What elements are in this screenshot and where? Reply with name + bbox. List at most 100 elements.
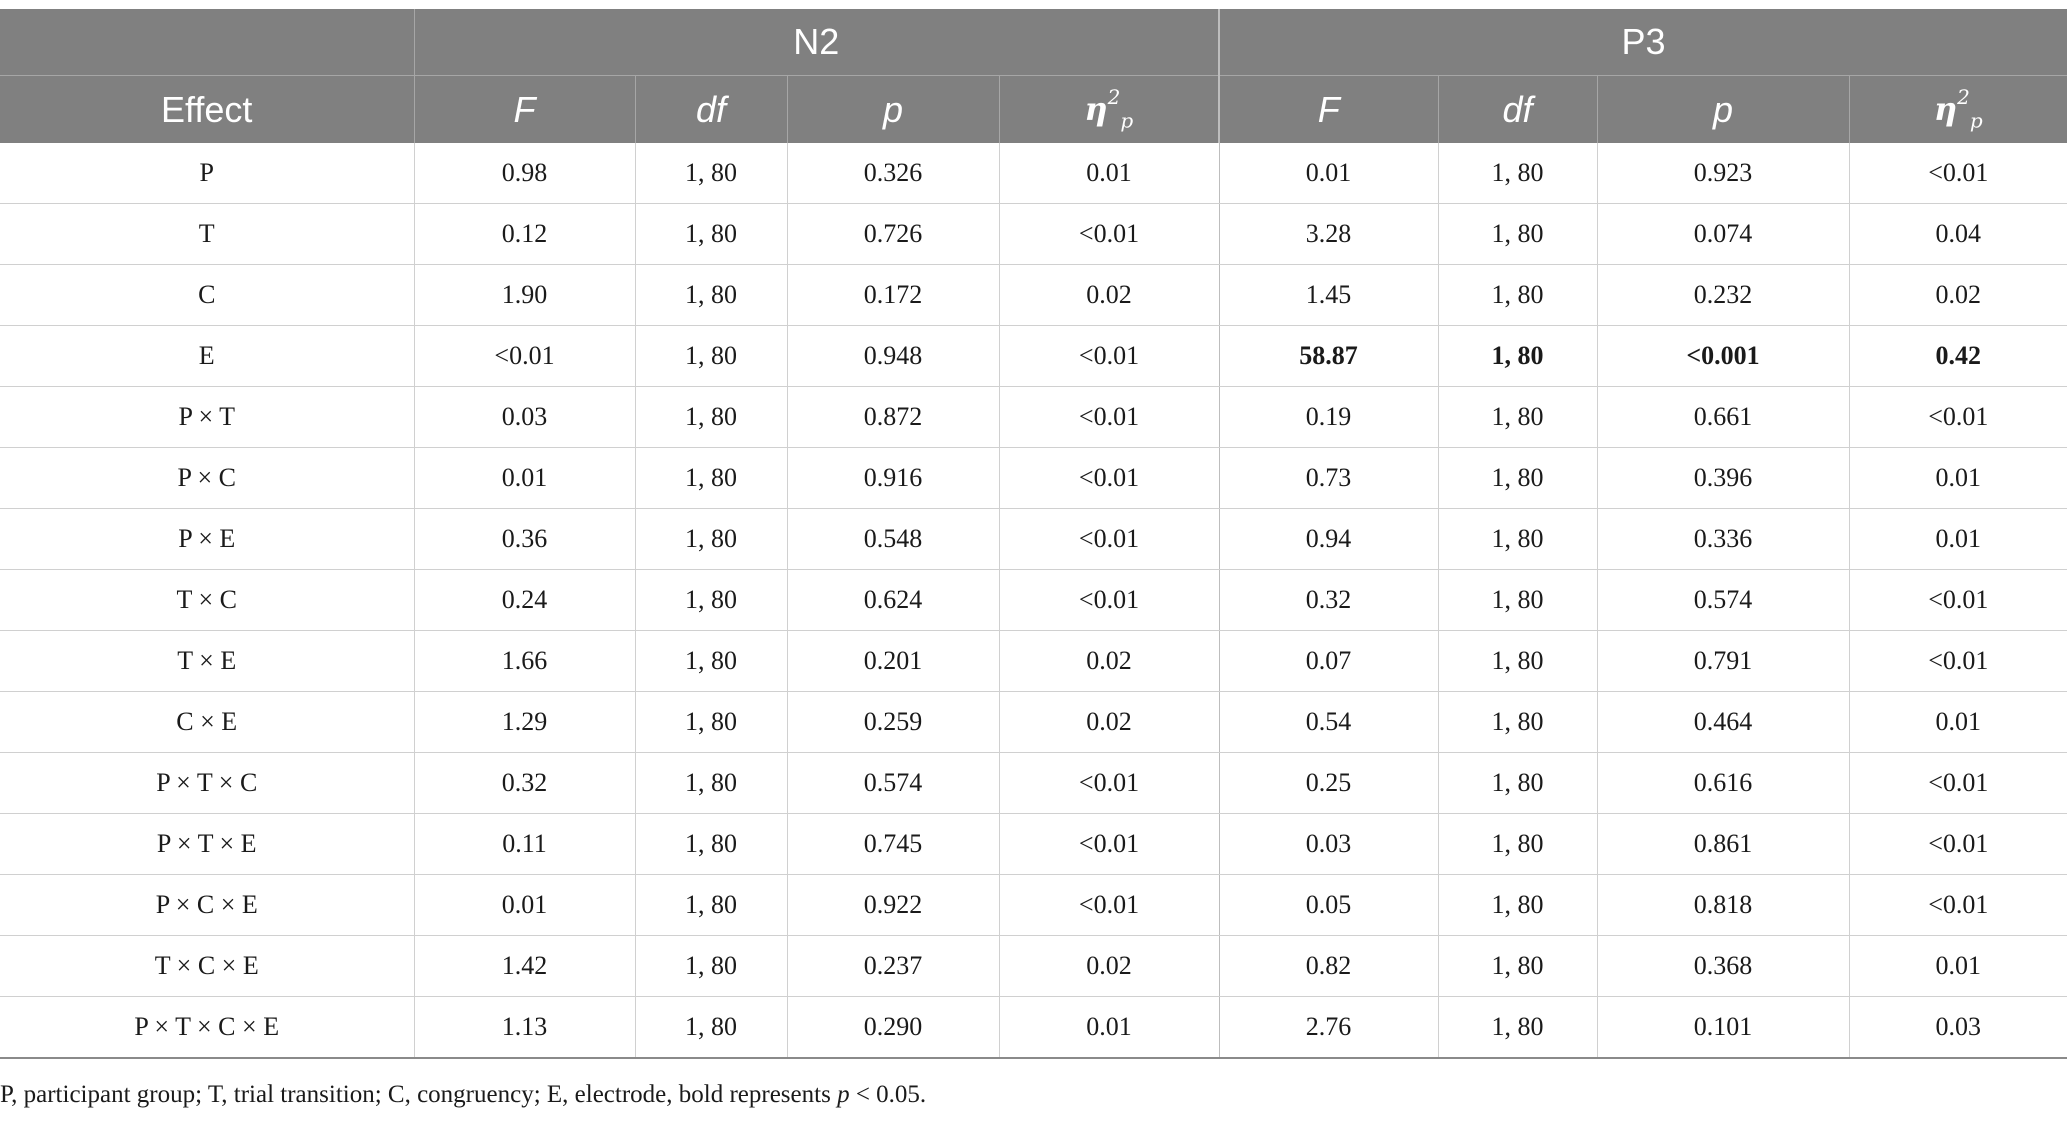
p3-f-cell: 0.94 — [1218, 508, 1439, 570]
table-row: P × T 0.03 1, 80 0.872 <0.01 0.19 1, 80 0.661 <0… — [0, 386, 2067, 448]
n2-p-cell: 0.290 — [786, 996, 999, 1059]
p3-eta-cell: 0.01 — [1848, 935, 2067, 997]
p3-eta-cell: <0.01 — [1848, 143, 2067, 204]
effect-cell: T × C × E — [0, 935, 414, 997]
p3-df-cell: 1, 80 — [1437, 508, 1598, 570]
p3-f-cell: 0.54 — [1218, 691, 1439, 753]
p3-eta-cell: 0.01 — [1848, 691, 2067, 753]
column-header-n2-df: df — [634, 75, 787, 143]
p3-df-cell: 1, 80 — [1437, 813, 1598, 875]
p3-df-cell: 1, 80 — [1437, 386, 1598, 448]
n2-p-cell: 0.624 — [786, 569, 999, 631]
n2-f-cell: 1.90 — [413, 264, 635, 326]
n2-df-cell: 1, 80 — [634, 874, 787, 936]
p3-df-cell: 1, 80 — [1437, 691, 1598, 753]
table-row: P × C × E 0.01 1, 80 0.922 <0.01 0.05 1, 80 0.8… — [0, 874, 2067, 936]
column-header-p3-p: p — [1596, 75, 1850, 143]
table-row: C × E 1.29 1, 80 0.259 0.02 0.54 1, 80 0.464 0.0… — [0, 691, 2067, 753]
effect-cell: P × T × C — [0, 752, 414, 814]
p3-eta-cell: 0.03 — [1848, 996, 2067, 1059]
p3-eta-cell: <0.01 — [1848, 630, 2067, 692]
p3-f-cell: 0.07 — [1218, 630, 1439, 692]
n2-df-cell: 1, 80 — [634, 752, 787, 814]
n2-df-cell: 1, 80 — [634, 264, 787, 326]
p3-p-cell: 0.396 — [1596, 447, 1850, 509]
p3-p-cell: 0.818 — [1596, 874, 1850, 936]
column-header-effect: Effect — [0, 75, 414, 143]
n2-eta-cell: <0.01 — [998, 874, 1220, 936]
effect-cell: P — [0, 143, 414, 204]
group-header-p3: P3 — [1218, 9, 2067, 76]
effect-cell: P × T — [0, 386, 414, 448]
p3-eta-cell: <0.01 — [1848, 752, 2067, 814]
n2-p-cell: 0.172 — [786, 264, 999, 326]
n2-eta-cell: <0.01 — [998, 386, 1220, 448]
n2-eta-cell: 0.02 — [998, 935, 1220, 997]
n2-eta-cell: 0.02 — [998, 630, 1220, 692]
column-header-row: Effect F df p η2p F df p η2p — [0, 75, 2067, 143]
n2-df-cell: 1, 80 — [634, 143, 787, 204]
effect-cell: P × T × E — [0, 813, 414, 875]
p3-p-cell: 0.661 — [1596, 386, 1850, 448]
p3-df-cell: 1, 80 — [1437, 935, 1598, 997]
p3-p-cell: 0.616 — [1596, 752, 1850, 814]
n2-f-cell: 0.11 — [413, 813, 635, 875]
effect-cell: P × C — [0, 447, 414, 509]
p3-f-cell: 0.01 — [1218, 143, 1439, 204]
table-row: T × C 0.24 1, 80 0.624 <0.01 0.32 1, 80 0.574 <0… — [0, 569, 2067, 631]
n2-p-cell: 0.745 — [786, 813, 999, 875]
n2-eta-cell: <0.01 — [998, 813, 1220, 875]
n2-p-cell: 0.326 — [786, 143, 999, 204]
p3-p-cell: 0.232 — [1596, 264, 1850, 326]
n2-eta-cell: <0.01 — [998, 508, 1220, 570]
p3-p-cell: <0.001 — [1596, 325, 1850, 387]
table-row: T × E 1.66 1, 80 0.201 0.02 0.07 1, 80 0.791 <0.… — [0, 630, 2067, 692]
p3-eta-cell: 0.02 — [1848, 264, 2067, 326]
p3-df-cell: 1, 80 — [1437, 874, 1598, 936]
n2-eta-cell: <0.01 — [998, 447, 1220, 509]
p3-f-cell: 0.19 — [1218, 386, 1439, 448]
p3-df-cell: 1, 80 — [1437, 569, 1598, 631]
n2-p-cell: 0.237 — [786, 935, 999, 997]
p3-f-cell: 0.82 — [1218, 935, 1439, 997]
column-header-p3-eta: η2p — [1848, 75, 2067, 143]
p3-p-cell: 0.074 — [1596, 203, 1850, 265]
p3-df-cell: 1, 80 — [1437, 325, 1598, 387]
column-header-n2-p: p — [786, 75, 999, 143]
n2-f-cell: 1.42 — [413, 935, 635, 997]
column-header-p3-df: df — [1437, 75, 1598, 143]
p3-f-cell: 0.32 — [1218, 569, 1439, 631]
effect-cell: P × C × E — [0, 874, 414, 936]
n2-p-cell: 0.726 — [786, 203, 999, 265]
p3-df-cell: 1, 80 — [1437, 630, 1598, 692]
n2-eta-cell: 0.02 — [998, 264, 1220, 326]
group-header-empty — [0, 9, 414, 76]
p3-eta-cell: 0.01 — [1848, 447, 2067, 509]
n2-f-cell: 1.29 — [413, 691, 635, 753]
effect-cell: T — [0, 203, 414, 265]
table-row: P 0.98 1, 80 0.326 0.01 0.01 1, 80 0.923 <0.01 — [0, 143, 2067, 204]
p3-p-cell: 0.923 — [1596, 143, 1850, 204]
n2-p-cell: 0.948 — [786, 325, 999, 387]
p3-f-cell: 58.87 — [1218, 325, 1439, 387]
effect-cell: T × C — [0, 569, 414, 631]
n2-eta-cell: <0.01 — [998, 569, 1220, 631]
n2-p-cell: 0.548 — [786, 508, 999, 570]
n2-df-cell: 1, 80 — [634, 691, 787, 753]
n2-p-cell: 0.574 — [786, 752, 999, 814]
n2-f-cell: 0.01 — [413, 874, 635, 936]
effect-cell: C × E — [0, 691, 414, 753]
p3-df-cell: 1, 80 — [1437, 447, 1598, 509]
n2-df-cell: 1, 80 — [634, 325, 787, 387]
p3-f-cell: 0.03 — [1218, 813, 1439, 875]
n2-eta-cell: 0.01 — [998, 996, 1220, 1059]
p3-eta-cell: 0.04 — [1848, 203, 2067, 265]
p3-f-cell: 2.76 — [1218, 996, 1439, 1059]
table-row: E <0.01 1, 80 0.948 <0.01 58.87 1, 80 <0.001 0.4… — [0, 325, 2067, 387]
effect-cell: E — [0, 325, 414, 387]
table-footnote: P, participant group; T, trial transitio… — [0, 1081, 926, 1109]
n2-f-cell: 0.03 — [413, 386, 635, 448]
table-row: T × C × E 1.42 1, 80 0.237 0.02 0.82 1, 80 0.36… — [0, 935, 2067, 997]
p3-eta-cell: <0.01 — [1848, 569, 2067, 631]
n2-df-cell: 1, 80 — [634, 508, 787, 570]
